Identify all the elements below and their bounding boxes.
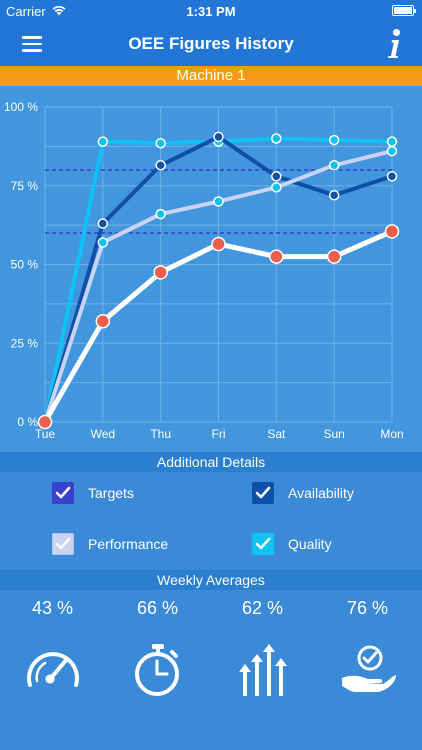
x-tick-label: Sun (323, 427, 344, 441)
targets-checkbox-item[interactable]: Targets (52, 482, 134, 504)
x-tick-label: Wed (91, 427, 115, 441)
performance-label: Performance (88, 536, 169, 552)
oee-data-point (326, 249, 342, 264)
y-tick-label: 50 % (11, 258, 39, 272)
info-icon[interactable] (386, 28, 402, 60)
performance-data-point (155, 208, 166, 220)
stopwatch-icon (105, 640, 210, 700)
availability-checkbox[interactable] (252, 482, 274, 504)
performance-checkbox[interactable] (52, 533, 74, 555)
performance-data-point (386, 145, 398, 157)
average-availability-value: 66 % (136, 598, 179, 618)
weekly-averages-panel: 43 % 66 % 62 % 76 % (0, 590, 422, 750)
availability-data-point (97, 218, 109, 229)
navigation-bar: OEE Figures History (0, 22, 422, 66)
carrier-label: Carrier (6, 4, 46, 19)
average-performance-value: 62 % (241, 598, 284, 618)
availability-checkbox-item[interactable]: Availability (252, 482, 354, 504)
additional-details-header: Additional Details (0, 452, 422, 472)
y-tick-label: 100 % (4, 100, 38, 114)
status-bar: Carrier 1:31 PM (0, 0, 422, 22)
oee-data-point (153, 265, 168, 280)
x-tick-label: Fri (212, 427, 226, 441)
oee-data-point (384, 224, 400, 239)
targets-label: Targets (88, 485, 134, 501)
x-tick-label: Sat (267, 427, 286, 441)
performance-checkbox-item[interactable]: Performance (52, 533, 168, 555)
performance-data-point (271, 182, 282, 193)
quality-data-point (328, 134, 340, 146)
quality-checkbox[interactable] (252, 533, 274, 555)
quality-checkbox-item[interactable]: Quality (252, 533, 332, 555)
x-tick-label: Thu (150, 427, 171, 441)
targets-checkbox[interactable] (52, 482, 74, 504)
availability-data-point (328, 189, 340, 201)
oee-data-point (211, 236, 226, 252)
oee-data-point (37, 414, 53, 430)
average-quality-value: 76 % (346, 598, 389, 618)
page-title: OEE Figures History (128, 34, 294, 53)
availability-data-point (213, 131, 224, 143)
quality-data-point (271, 133, 282, 144)
machine-name-bar: Machine 1 (0, 66, 422, 86)
wifi-icon (52, 5, 66, 16)
oee-data-point (269, 249, 284, 264)
availability-label: Availability (288, 485, 354, 501)
speedometer-icon (0, 640, 105, 700)
battery-icon (392, 5, 416, 16)
quality-label: Quality (288, 536, 332, 552)
y-tick-label: 0 % (17, 415, 38, 429)
availability-data-point (386, 171, 398, 182)
x-tick-label: Tue (35, 427, 56, 441)
average-oee-value: 43 % (31, 598, 74, 618)
performance-data-point (213, 196, 224, 207)
quality-data-point (155, 137, 166, 149)
performance-arrows-icon (210, 640, 315, 700)
status-time: 1:31 PM (186, 4, 236, 19)
oee-history-chart: 0 % 25 % 50 % 75 % 100 % Tue Wed Thu Fri Sat Sun Mo… (0, 86, 422, 452)
quality-data-point (386, 136, 398, 147)
performance-data-point (328, 160, 340, 171)
quality-hand-check-icon (315, 640, 420, 700)
performance-data-point (97, 237, 109, 248)
oee-data-point (95, 313, 111, 329)
chart-svg: 0 % 25 % 50 % 75 % 100 % Tue Wed Thu Fri Sat Sun Mo… (4, 100, 404, 441)
quality-data-point (97, 136, 109, 147)
additional-details-panel: Targets Availability Performance Quality (0, 472, 422, 570)
y-tick-label: 75 % (11, 179, 39, 193)
y-tick-label: 25 % (11, 336, 39, 350)
x-tick-label: Mon (380, 427, 403, 441)
hamburger-menu-icon[interactable] (22, 36, 42, 52)
weekly-averages-header: Weekly Averages (0, 570, 422, 590)
availability-data-point (271, 171, 282, 182)
availability-data-point (155, 160, 166, 171)
